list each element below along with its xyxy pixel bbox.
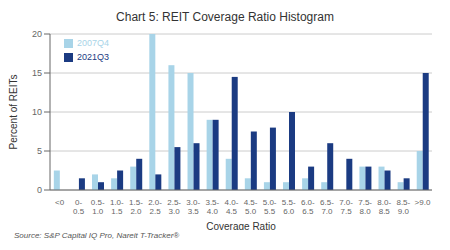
svg-text:6.0-6.5: 6.0-6.5: [301, 198, 315, 216]
html-text:Source: S&P Capital IQ Pro, Na: Source: S&P Capital IQ Pro, Nareit T-Tra…: [14, 231, 180, 240]
svg-text:3.5-4.0: 3.5-4.0: [205, 198, 219, 216]
svg-text:7.5-8.0: 7.5-8.0: [358, 198, 372, 216]
svg-text:15: 15: [32, 68, 42, 78]
svg-text:10: 10: [32, 107, 42, 117]
svg-text:5.0-5.5: 5.0-5.5: [263, 198, 277, 216]
svg-text:3.0-3.5: 3.0-3.5: [186, 198, 200, 216]
html-text:2007Q4: 2007Q4: [77, 38, 109, 48]
svg-text:4.5-5.0: 4.5-5.0: [244, 198, 258, 216]
svg-text:5.5-6.0: 5.5-6.0: [282, 198, 296, 216]
svg-text:1.0-1.5: 1.0-1.5: [110, 198, 124, 216]
svg-text:2.5-3.0: 2.5-3.0: [167, 198, 181, 216]
svg-text:Coverage Ratio: Coverage Ratio: [206, 221, 276, 230]
svg-text:1.5-2.0: 1.5-2.0: [129, 198, 143, 216]
svg-text:0-0.5: 0-0.5: [73, 198, 85, 216]
svg-text:5: 5: [37, 146, 42, 156]
svg-text:7.0-7.5: 7.0-7.5: [339, 198, 353, 216]
html-text:2021Q3: 2021Q3: [77, 52, 109, 62]
svg-text:0: 0: [37, 185, 42, 195]
svg-text:4.0-4.5: 4.0-4.5: [225, 198, 239, 216]
svg-text:Percent of REITs: Percent of REITs: [8, 74, 19, 149]
svg-text:8.5-9.0: 8.5-9.0: [396, 198, 410, 216]
svg-text:8.0-8.5: 8.0-8.5: [377, 198, 391, 216]
svg-text:0.5-1.0: 0.5-1.0: [91, 198, 105, 216]
svg-text:>9.0: >9.0: [415, 198, 431, 207]
svg-text:20: 20: [32, 29, 42, 39]
svg-text:<0: <0: [55, 198, 65, 207]
svg-text:2.0-2.5: 2.0-2.5: [148, 198, 162, 216]
svg-text:6.5-7.0: 6.5-7.0: [320, 198, 334, 216]
html-text:Chart 5: REIT Coverage Ratio H: Chart 5: REIT Coverage Ratio Histogram: [116, 10, 334, 24]
